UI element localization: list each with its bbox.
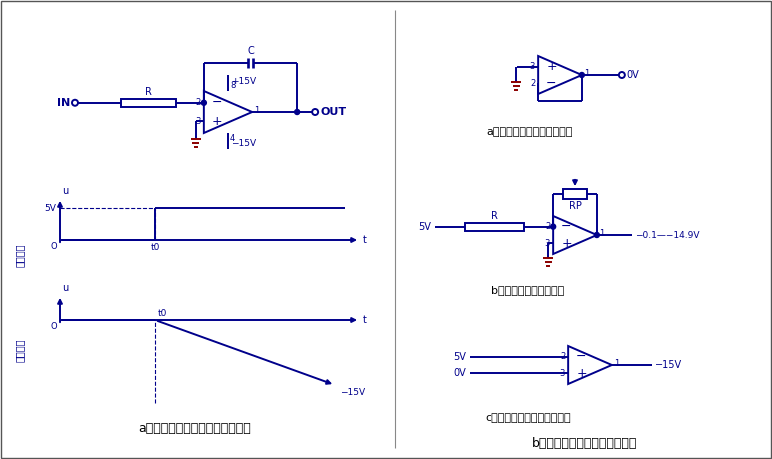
- Text: t0: t0: [158, 309, 168, 318]
- Text: 8: 8: [230, 81, 235, 90]
- Text: −: −: [576, 350, 587, 363]
- Text: 1: 1: [254, 106, 259, 114]
- Text: u: u: [62, 186, 68, 196]
- Circle shape: [550, 224, 556, 229]
- Text: IN: IN: [57, 98, 70, 108]
- Text: 1: 1: [614, 358, 619, 368]
- Bar: [563, 189, 587, 199]
- Text: 5V: 5V: [453, 352, 466, 362]
- Circle shape: [295, 110, 300, 114]
- Text: R: R: [145, 87, 152, 97]
- Text: +: +: [212, 115, 222, 128]
- Text: −15V: −15V: [231, 139, 256, 147]
- Text: b、积分电路工作过程中的变身: b、积分电路工作过程中的变身: [533, 437, 638, 449]
- Text: −15V: −15V: [655, 360, 682, 370]
- Text: 2: 2: [530, 79, 535, 88]
- Text: −: −: [546, 77, 557, 90]
- Text: +15V: +15V: [231, 77, 256, 85]
- Text: a、变身电路一：电压跟随器: a、变身电路一：电压跟随器: [487, 127, 573, 137]
- Text: +: +: [561, 237, 572, 250]
- Text: −: −: [561, 220, 571, 233]
- Text: 3: 3: [545, 239, 550, 248]
- Text: −: −: [212, 96, 222, 109]
- Circle shape: [594, 233, 599, 237]
- Text: 2: 2: [195, 98, 201, 107]
- Text: a、积分电路的构成及信号波形图: a、积分电路的构成及信号波形图: [139, 421, 252, 435]
- Text: 2: 2: [545, 222, 550, 231]
- Text: 3: 3: [195, 117, 201, 126]
- Text: RP: RP: [568, 201, 581, 211]
- Text: 1: 1: [584, 68, 589, 78]
- Circle shape: [201, 100, 206, 105]
- Text: 2: 2: [560, 352, 565, 361]
- Text: c、变身电路三：电压比较器: c、变身电路三：电压比较器: [485, 413, 571, 423]
- Text: 输出信号: 输出信号: [15, 338, 25, 362]
- Text: 5V: 5V: [418, 222, 431, 232]
- Text: +: +: [546, 60, 557, 73]
- Circle shape: [579, 73, 584, 78]
- Text: t: t: [363, 315, 367, 325]
- Text: t: t: [363, 235, 367, 245]
- Text: O: O: [50, 322, 57, 331]
- Text: O: O: [50, 242, 57, 251]
- Text: u: u: [62, 283, 68, 293]
- Text: 4: 4: [230, 134, 235, 143]
- Text: 5V: 5V: [44, 203, 56, 213]
- Text: +: +: [576, 367, 587, 380]
- Text: 0V: 0V: [627, 70, 639, 80]
- Text: 3: 3: [530, 62, 535, 71]
- Text: C: C: [247, 46, 254, 56]
- Text: 3: 3: [560, 369, 565, 378]
- Text: −0.1—−14.9V: −0.1—−14.9V: [635, 230, 699, 240]
- Text: −15V: −15V: [340, 388, 365, 397]
- Bar: [120, 99, 176, 107]
- Text: 输入信号: 输入信号: [15, 243, 25, 267]
- Text: R: R: [491, 211, 497, 221]
- Text: t0: t0: [151, 243, 160, 252]
- Text: 1: 1: [599, 229, 604, 237]
- Text: b、变身电路二：放大器: b、变身电路二：放大器: [491, 285, 564, 295]
- Bar: [465, 223, 523, 230]
- Text: OUT: OUT: [320, 107, 347, 117]
- Text: 0V: 0V: [453, 369, 466, 378]
